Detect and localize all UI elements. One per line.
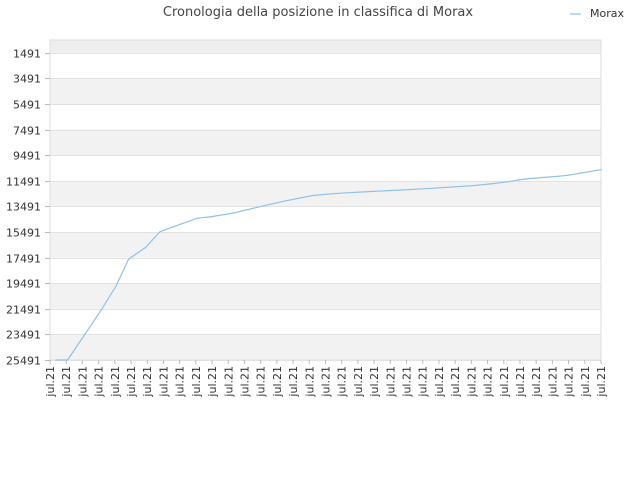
legend-label-morax: Morax [590,7,624,20]
data-point [115,285,117,287]
x-tick-label: jul.21 [498,366,511,398]
data-point [256,206,258,208]
data-point [332,193,334,195]
x-tick-label: jul.21 [44,366,57,398]
x-tick-label: jul.21 [401,366,414,398]
y-tick-label: 7491 [13,125,41,138]
plot-band [50,180,601,207]
x-tick-label: jul.21 [238,366,251,398]
data-point [233,212,235,214]
x-tick-label: jul.21 [530,366,543,398]
data-point [490,183,492,185]
y-tick-label: 21491 [6,304,41,317]
y-tick-label: 15491 [6,227,41,240]
data-point [471,185,474,187]
y-tick-label: 1491 [13,48,41,61]
y-tick-label: 25491 [6,355,41,368]
x-tick-label: jul.21 [255,366,268,398]
data-point [67,359,69,361]
data-point [372,190,374,193]
data-point [196,217,198,219]
plot-band [50,308,601,335]
x-tick-label: jul.21 [579,366,592,398]
y-tick-label: 13491 [6,201,41,214]
x-axis: jul.21 jul.21 jul.21 jul.21 jul.21 jul.21 jul.… [44,360,608,398]
x-tick-label: jul.21 [141,366,154,398]
data-point [556,175,558,178]
x-tick-label: jul.21 [482,366,495,398]
x-tick-label: jul.21 [449,366,462,398]
data-point [585,171,587,173]
x-tick-label: jul.21 [303,366,316,398]
plot-band [50,155,601,181]
y-tick-label: 9491 [13,150,41,163]
plot-band [50,40,601,53]
y-tick-label: 23491 [6,329,41,342]
y-tick-label: 19491 [6,278,41,291]
x-tick-label: jul.21 [60,366,73,398]
y-tick-label: 5491 [13,99,41,112]
data-point [159,230,161,233]
series-layer [55,169,602,361]
x-tick-label: jul.21 [417,366,430,398]
x-tick-label: jul.21 [563,366,576,398]
data-point [431,187,433,189]
chart-title: Cronologia della posizione in classifica… [163,5,474,20]
x-tick-label: jul.21 [336,366,349,398]
data-point [211,216,213,218]
data-point [453,186,455,188]
data-point [600,169,602,171]
x-tick-label: jul.21 [109,366,122,398]
data-point [312,194,314,197]
plot-band [50,232,601,258]
x-tick-label: jul.21 [125,366,138,398]
x-tick-label: jul.21 [368,366,381,398]
y-tick-label: 11491 [6,176,41,189]
x-tick-label: jul.21 [287,366,300,398]
x-tick-label: jul.21 [514,366,527,398]
plot-band [50,78,601,104]
plot-band [50,206,601,232]
data-point [284,200,286,202]
plot-band [50,257,601,284]
data-point [55,359,57,361]
x-tick-label: jul.21 [465,366,478,398]
x-tick-label: jul.21 [320,366,333,398]
series-line-morax [55,169,602,361]
plot-band [50,129,601,156]
x-tick-label: jul.21 [93,366,106,398]
data-point [507,181,510,183]
x-tick-label: jul.21 [190,366,203,398]
x-tick-label: jul.21 [352,366,365,398]
x-tick-label: jul.21 [76,366,89,398]
y-tick-label: 3491 [13,73,41,86]
data-point [523,178,525,180]
plot-band [50,52,601,79]
x-tick-label: jul.21 [222,366,235,398]
y-tick-label: 17491 [6,253,41,266]
plot-band [50,283,601,309]
x-tick-label: jul.21 [206,366,219,398]
x-tick-label: jul.21 [595,366,608,398]
legend[interactable]: Morax [570,7,624,20]
data-point [348,192,350,194]
x-tick-label: jul.21 [433,366,446,398]
y-axis: 1491 3491 5491 7491 9491 11491 13491 15491 17491… [6,48,50,368]
data-point [100,309,103,311]
x-tick-label: jul.21 [546,366,559,398]
data-point [541,176,543,179]
plot-band [50,334,601,360]
data-point [128,258,130,260]
plot-background-bands [49,39,602,361]
x-tick-label: jul.21 [384,366,397,398]
x-tick-label: jul.21 [157,366,170,398]
data-point [398,189,400,191]
plot-band [50,104,601,130]
x-tick-label: jul.21 [271,366,284,398]
x-tick-label: jul.21 [174,366,187,398]
data-point [567,174,569,176]
data-point [144,246,147,249]
